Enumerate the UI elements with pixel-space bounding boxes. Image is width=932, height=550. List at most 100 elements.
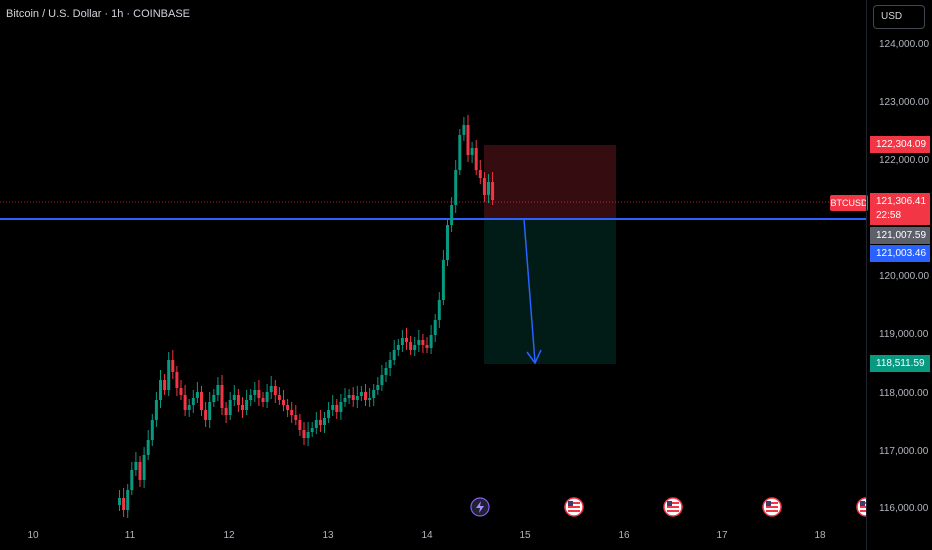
candle-body xyxy=(195,392,199,398)
candle-body xyxy=(224,408,228,415)
us-flag-icon[interactable] xyxy=(663,497,683,517)
candle-body xyxy=(470,148,474,155)
candle-body xyxy=(150,420,154,440)
candle-body xyxy=(487,182,490,195)
time-axis-label: 18 xyxy=(814,530,826,541)
candle-body xyxy=(130,470,134,490)
candle-body xyxy=(204,410,208,420)
candle-body xyxy=(171,360,175,372)
candle-body xyxy=(462,125,466,135)
candle-body xyxy=(298,420,302,430)
candle-body xyxy=(282,400,285,405)
event-lightning-icon[interactable] xyxy=(470,497,490,517)
candle-body xyxy=(236,395,240,405)
chart-title: Bitcoin / U.S. Dollar · 1h · COINBASE xyxy=(6,8,190,20)
candle-body xyxy=(454,170,458,205)
candle-body xyxy=(138,462,142,480)
us-flag-icon[interactable] xyxy=(762,497,782,517)
candle-body xyxy=(245,400,249,410)
candles xyxy=(118,115,495,518)
candle-body xyxy=(265,392,269,402)
time-axis-label: 11 xyxy=(124,530,136,541)
candle-body xyxy=(306,432,310,438)
candle-body xyxy=(253,390,257,395)
candle-body xyxy=(405,338,408,342)
candle-body xyxy=(364,392,367,400)
symbol-tag: BTCUSD xyxy=(830,195,868,211)
candle-body xyxy=(417,340,421,345)
candle-body xyxy=(220,385,224,408)
time-axis-label: 14 xyxy=(421,530,433,541)
price-axis-label: 116,000.00 xyxy=(879,503,929,514)
candle-body xyxy=(421,340,425,345)
candle-body xyxy=(380,375,384,385)
candle-body xyxy=(249,395,253,400)
candle-body xyxy=(368,398,372,400)
candle-body xyxy=(446,225,449,260)
candle-body xyxy=(327,410,331,418)
candle-body xyxy=(200,392,203,410)
us-flag-icon[interactable] xyxy=(564,497,584,517)
candle-body xyxy=(491,182,495,200)
candle-body xyxy=(118,498,121,505)
us-flag-icon[interactable] xyxy=(856,497,866,517)
candle-body xyxy=(335,405,339,412)
candle-body xyxy=(212,395,216,402)
candle-body xyxy=(323,418,326,425)
candle-body xyxy=(269,386,273,392)
stop-price-tag: 122,304.09 xyxy=(870,136,930,153)
candle-body xyxy=(232,395,236,400)
candle-body xyxy=(273,386,277,395)
last-price-tag: 121,306.41 22:58 xyxy=(870,193,930,225)
candle-body xyxy=(482,178,486,195)
candle-body xyxy=(134,462,138,470)
candle-body xyxy=(433,320,437,335)
candle-body xyxy=(347,395,351,398)
price-axis-label: 123,000.00 xyxy=(879,97,930,108)
candle-body xyxy=(376,385,380,390)
candle-body xyxy=(294,415,298,420)
price-axis[interactable]: 124,000.00 123,000.00 122,000.00 120,000.00… xyxy=(866,0,932,550)
candle-body xyxy=(261,398,265,402)
price-axis-label: 117,000.00 xyxy=(879,446,929,457)
candle-body xyxy=(437,300,441,320)
candle-body xyxy=(142,455,146,480)
candle-body xyxy=(216,385,220,395)
time-axis[interactable]: 10 11 12 13 14 15 16 17 18 xyxy=(0,520,866,550)
candle-body xyxy=(154,400,158,420)
chart-area[interactable]: Bitcoin / U.S. Dollar · 1h · COINBASE BT… xyxy=(0,0,868,520)
candle-body xyxy=(400,338,404,345)
take-profit-zone[interactable] xyxy=(484,219,616,364)
time-axis-label: 13 xyxy=(322,530,334,541)
trend-arrow-head xyxy=(526,349,542,365)
candle-body xyxy=(372,390,376,398)
candle-body xyxy=(302,430,306,438)
candle-body xyxy=(163,380,167,390)
price-axis-label: 122,000.00 xyxy=(879,155,930,166)
blue-price-tag: 121,003.46 xyxy=(870,245,930,262)
trend-arrow[interactable] xyxy=(523,218,536,363)
candle-body xyxy=(167,360,171,390)
candle-body xyxy=(339,402,343,412)
candle-body xyxy=(126,490,130,510)
time-axis-label: 15 xyxy=(519,530,531,541)
candle-body xyxy=(384,368,388,375)
candle-body xyxy=(441,260,445,300)
candle-body xyxy=(122,498,126,510)
price-axis-label: 120,000.00 xyxy=(879,271,930,282)
candle-body xyxy=(450,205,454,225)
stop-loss-zone[interactable] xyxy=(484,145,616,219)
candle-body xyxy=(409,342,413,350)
candle-body xyxy=(257,390,261,398)
candle-body xyxy=(343,398,347,402)
candle-body xyxy=(396,345,400,350)
currency-button[interactable]: USD xyxy=(873,5,925,29)
candle-body xyxy=(331,405,335,410)
candle-body xyxy=(286,405,290,410)
candle-body xyxy=(425,345,429,348)
candle-body xyxy=(191,398,195,405)
price-chart[interactable] xyxy=(0,0,866,520)
candle-body xyxy=(208,402,212,420)
target-price-tag: 118,511.59 xyxy=(870,355,930,372)
candle-body xyxy=(179,388,183,395)
